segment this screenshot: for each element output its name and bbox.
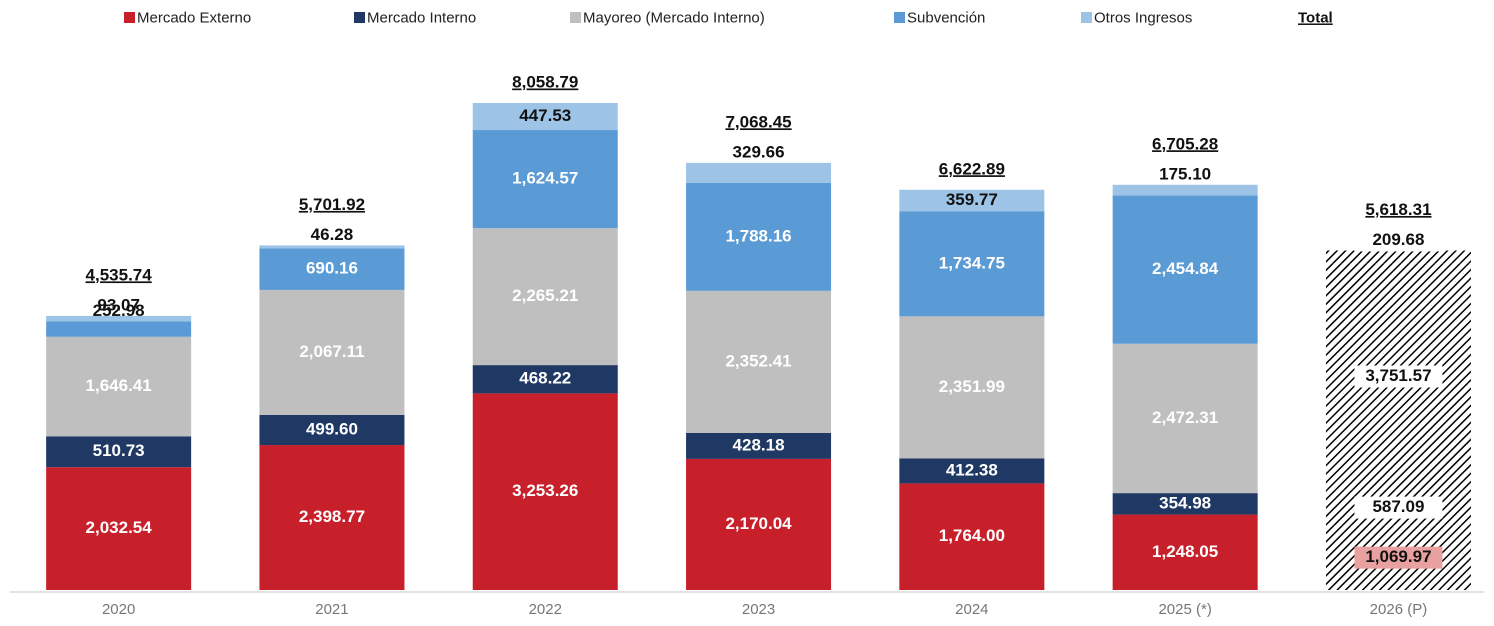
legend-label: Mercado Externo — [137, 9, 251, 26]
chart: Mercado Externo Mercado Interno Mayoreo (M… — [0, 0, 1494, 621]
value-label: 2,454.84 — [1152, 259, 1219, 278]
x-tick-label: 2024 — [955, 601, 988, 618]
value-label: 587.09 — [1372, 497, 1424, 516]
total-label: 5,701.92 — [299, 195, 365, 214]
value-label: 2,170.04 — [725, 514, 792, 533]
legend-swatch — [570, 12, 581, 23]
value-label: 2,398.77 — [299, 507, 365, 526]
value-label: 2,032.54 — [86, 518, 153, 537]
value-label: 690.16 — [306, 259, 358, 278]
value-label: 1,764.00 — [939, 526, 1005, 545]
legend-label: Mayoreo (Mercado Interno) — [583, 9, 765, 26]
value-label: 1,646.41 — [86, 376, 152, 395]
value-label: 329.66 — [733, 142, 785, 161]
bar-segment — [1113, 185, 1258, 196]
total-label: 4,535.74 — [86, 265, 153, 284]
bar-segment — [46, 322, 191, 337]
legend-label: Subvención — [907, 9, 985, 26]
value-label: 209.68 — [1372, 230, 1424, 249]
bar-segment — [46, 316, 191, 322]
value-label: 354.98 — [1159, 493, 1211, 512]
total-label: 7,068.45 — [725, 112, 791, 131]
value-label: 3,751.57 — [1365, 366, 1431, 385]
value-label: 428.18 — [733, 435, 785, 454]
legend-total: Total — [1298, 9, 1333, 26]
value-label: 359.77 — [946, 190, 998, 209]
value-label: 2,265.21 — [512, 286, 578, 305]
value-label: 468.22 — [519, 369, 571, 388]
legend-label: Otros Ingresos — [1094, 9, 1192, 26]
value-label: 2,352.41 — [725, 351, 791, 370]
value-label: 93.07 — [97, 295, 140, 314]
legend-swatch — [894, 12, 905, 23]
value-label: 3,253.26 — [512, 481, 578, 500]
value-label: 499.60 — [306, 419, 358, 438]
value-label: 1,069.97 — [1365, 547, 1431, 566]
value-label: 412.38 — [946, 460, 998, 479]
x-tick-label: 2022 — [529, 601, 562, 618]
value-label: 1,624.57 — [512, 169, 578, 188]
x-tick-label: 2021 — [315, 601, 348, 618]
value-label: 2,351.99 — [939, 377, 1005, 396]
legend-swatch — [124, 12, 135, 23]
x-tick-label: 2026 (P) — [1370, 601, 1428, 618]
legend-swatch — [1081, 12, 1092, 23]
x-tick-label: 2020 — [102, 601, 135, 618]
total-label: 5,618.31 — [1365, 200, 1431, 219]
total-label: 8,058.79 — [512, 72, 578, 91]
value-label: 175.10 — [1159, 164, 1211, 183]
value-label: 2,067.11 — [299, 342, 364, 361]
bar-segment — [686, 163, 831, 183]
value-label: 46.28 — [311, 225, 354, 244]
x-tick-label: 2025 (*) — [1158, 601, 1211, 618]
total-label: 6,705.28 — [1152, 134, 1218, 153]
bar-segment — [1326, 250, 1471, 263]
x-tick-label: 2023 — [742, 601, 775, 618]
value-label: 447.53 — [519, 106, 571, 125]
value-label: 510.73 — [93, 441, 145, 460]
legend-label: Mercado Interno — [367, 9, 476, 26]
bar-segment — [259, 245, 404, 248]
value-label: 1,788.16 — [725, 226, 791, 245]
value-label: 2,472.31 — [1152, 408, 1218, 427]
legend-swatch — [354, 12, 365, 23]
total-label: 6,622.89 — [939, 159, 1005, 178]
value-label: 1,734.75 — [939, 253, 1005, 272]
value-label: 1,248.05 — [1152, 542, 1218, 561]
